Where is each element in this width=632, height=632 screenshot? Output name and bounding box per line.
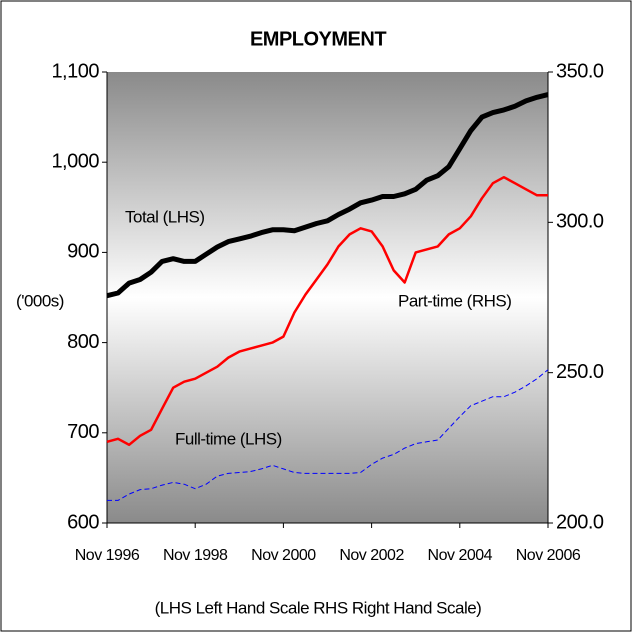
plot-area [107,72,548,523]
x-tick-label: Nov 1998 [163,547,228,564]
chart-title: EMPLOYMENT [250,28,386,50]
x-tick-label: Nov 2002 [339,547,404,564]
y-axis-label: ('000s) [16,291,64,310]
y-tick-label: 600 [67,511,99,533]
y-tick-label: 1,000 [51,150,99,172]
y-tick-label: 1,100 [51,60,99,82]
y2-tick-label: 200.0 [556,511,604,533]
x-tick-label: Nov 1996 [75,547,140,564]
series-line [106,92,549,299]
series-line [106,175,548,447]
y2-tick-label: 300.0 [556,211,604,233]
y2-tick-label: 350.0 [556,60,604,82]
y-tick-label: 800 [67,331,99,353]
y2-tick-label: 250.0 [556,361,604,383]
annotation: Full-time (LHS) [175,429,282,448]
annotation: Total (LHS) [125,207,205,226]
x-tick-label: Nov 2000 [251,547,316,564]
y-tick-label: 700 [67,421,99,443]
annotation: Part-time (RHS) [398,291,511,310]
y-tick-label: 900 [67,241,99,263]
series-line [107,369,549,501]
footnote: (LHS Left Hand Scale RHS Right Hand Scal… [155,598,482,617]
x-tick-label: Nov 2004 [428,547,493,564]
x-tick-label: Nov 2006 [516,547,581,564]
